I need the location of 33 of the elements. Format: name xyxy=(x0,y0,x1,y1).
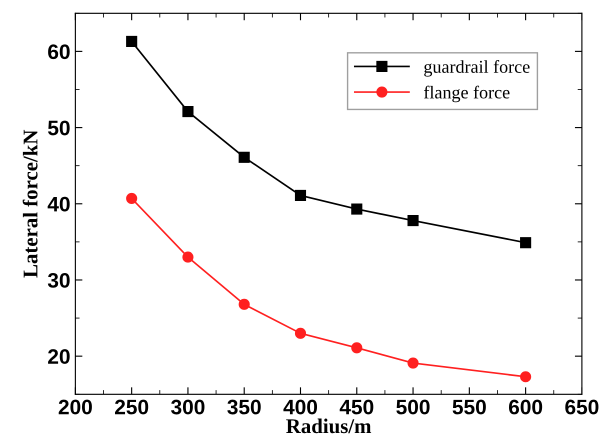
x-tick-label: 500 xyxy=(396,400,430,414)
point xyxy=(126,36,138,48)
point xyxy=(238,298,250,310)
x-tick-label: 200 xyxy=(58,400,92,414)
x-axis-title: Radius/m xyxy=(286,418,372,434)
x-tick-label: 600 xyxy=(509,400,542,414)
point xyxy=(126,192,138,204)
legend-label: guardrail force xyxy=(424,60,530,77)
y-tick-label: 50 xyxy=(48,120,70,136)
x-tick-label: 550 xyxy=(452,400,486,414)
x-tick-label: 250 xyxy=(115,400,148,414)
point xyxy=(408,357,419,369)
y-tick-label: 30 xyxy=(48,272,70,288)
point xyxy=(238,152,250,163)
point xyxy=(182,106,194,118)
x-tick-label: 450 xyxy=(340,400,374,414)
point xyxy=(408,214,419,226)
x-tick-label: 300 xyxy=(171,400,204,414)
x-tick-label: 350 xyxy=(227,400,261,414)
point xyxy=(294,190,306,201)
point xyxy=(182,252,194,263)
point xyxy=(520,371,532,382)
y-tick-label: 40 xyxy=(48,196,70,212)
point xyxy=(351,204,362,215)
y-axis-title: Lateral force/kN xyxy=(22,130,38,278)
legend-label: flange force xyxy=(424,86,510,102)
x-tick-label: 400 xyxy=(283,400,318,414)
point xyxy=(351,342,362,354)
x-tick-label: 650 xyxy=(565,400,598,414)
point xyxy=(294,328,306,339)
y-tick-label: 60 xyxy=(48,44,70,60)
y-tick-label: 20 xyxy=(48,349,70,364)
point xyxy=(520,237,532,248)
